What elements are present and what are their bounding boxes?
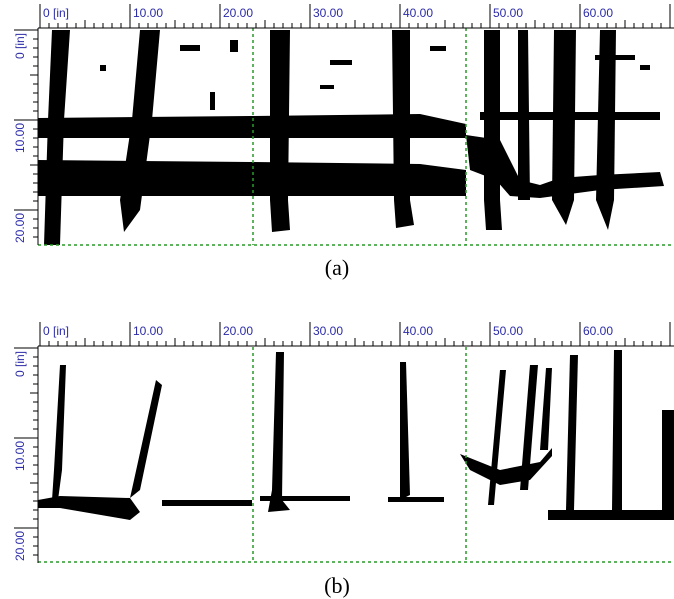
scan-image-b xyxy=(38,350,674,520)
x-ruler-label: 20.00 xyxy=(223,6,253,20)
y-ruler-label: 0 [in] xyxy=(13,351,27,377)
x-ruler-label: 30.00 xyxy=(313,324,343,338)
x-ruler-label: 40.00 xyxy=(403,6,433,20)
x-ruler-label: 40.00 xyxy=(403,324,433,338)
panel-caption: (b) xyxy=(324,573,350,598)
x-ruler-label: 60.00 xyxy=(583,6,613,20)
y-ruler-label: 10.00 xyxy=(13,441,27,471)
y-ruler-label: 10.00 xyxy=(13,123,27,153)
x-ruler-label: 0 [in] xyxy=(43,6,69,20)
x-ruler-label: 50.00 xyxy=(493,6,523,20)
x-ruler-label: 10.00 xyxy=(133,324,163,338)
x-ruler-label: 20.00 xyxy=(223,324,253,338)
y-ruler-label: 20.00 xyxy=(13,531,27,561)
x-ruler-label: 60.00 xyxy=(583,324,613,338)
scan-image-a xyxy=(38,30,664,245)
y-ruler-label: 0 [in] xyxy=(13,33,27,59)
x-ruler-label: 50.00 xyxy=(493,324,523,338)
y-ruler-label: 20.00 xyxy=(13,213,27,243)
x-ruler-label: 10.00 xyxy=(133,6,163,20)
x-ruler-label: 0 [in] xyxy=(43,324,69,338)
panel-caption: (a) xyxy=(325,255,349,280)
x-ruler-label: 30.00 xyxy=(313,6,343,20)
